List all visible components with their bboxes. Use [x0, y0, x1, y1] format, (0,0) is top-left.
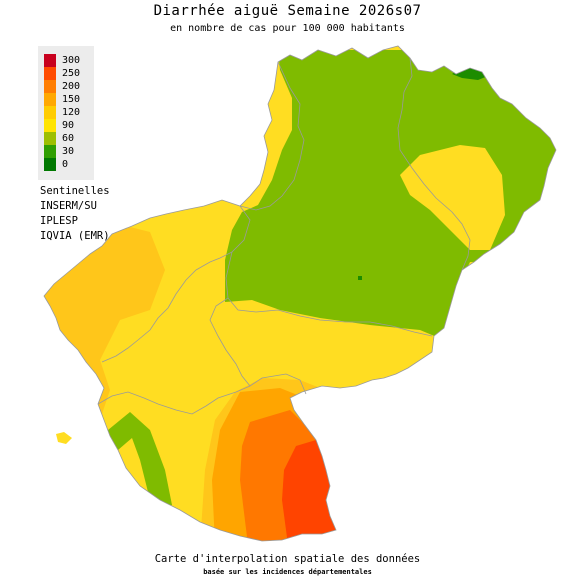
band-green-northeast: [225, 50, 556, 340]
legend-swatch: [44, 80, 56, 93]
map-title: Diarrhée aiguë Semaine 2026s07: [153, 3, 422, 19]
legend-swatch: [44, 145, 56, 158]
legend-row: 250: [38, 67, 94, 80]
legend-label: 60: [62, 133, 75, 144]
legend-swatch: [44, 67, 56, 80]
island-south: [56, 432, 72, 444]
legend-row: 150: [38, 93, 94, 106]
footer-caption: Carte d'interpolation spatiale des donné…: [154, 553, 421, 565]
band-darkgreen-dot: [358, 276, 362, 280]
department-borders: [97, 57, 471, 415]
island-west: [108, 314, 120, 322]
legend-row: 200: [38, 80, 94, 93]
source-item: IPLESP: [40, 215, 78, 227]
legend-label: 250: [62, 68, 81, 79]
border-dept-d: [101, 251, 233, 363]
legend-row: 300: [38, 54, 94, 67]
band-yellow-east-blob: [400, 145, 505, 250]
legend-swatch: [44, 54, 56, 67]
border-dept-e: [209, 297, 307, 395]
legend: 300 250 200 150 120 90 60 30 0: [38, 46, 94, 180]
legend-label: 0: [62, 159, 69, 170]
border-dept-c: [397, 57, 471, 271]
legend-swatch: [44, 93, 56, 106]
legend-row: 120: [38, 106, 94, 119]
legend-swatch: [44, 119, 56, 132]
border-dept-f: [97, 385, 251, 415]
legend-label: 30: [62, 146, 75, 157]
legend-row: 0: [38, 158, 94, 171]
legend-row: 60: [38, 132, 94, 145]
source-item: IQVIA (EMR): [40, 230, 110, 242]
map-subtitle: en nombre de cas pour 100 000 habitants: [170, 23, 405, 34]
legend-label: 200: [62, 81, 81, 92]
legend-swatch: [44, 132, 56, 145]
legend-row: 30: [38, 145, 94, 158]
legend-swatch: [44, 106, 56, 119]
source-item: INSERM/SU: [40, 200, 97, 212]
legend-swatch: [44, 158, 56, 171]
legend-label: 90: [62, 120, 75, 131]
data-sources: Sentinelles INSERM/SU IPLESP IQVIA (EMR): [40, 184, 110, 244]
border-dept-a: [225, 205, 433, 337]
legend-row: 90: [38, 119, 94, 132]
legend-label: 150: [62, 94, 81, 105]
legend-label: 120: [62, 107, 81, 118]
source-item: Sentinelles: [40, 185, 110, 197]
footer-subcaption: basée sur les incidences départementales: [203, 568, 372, 576]
legend-label: 300: [62, 55, 81, 66]
border-dept-b: [239, 61, 305, 211]
